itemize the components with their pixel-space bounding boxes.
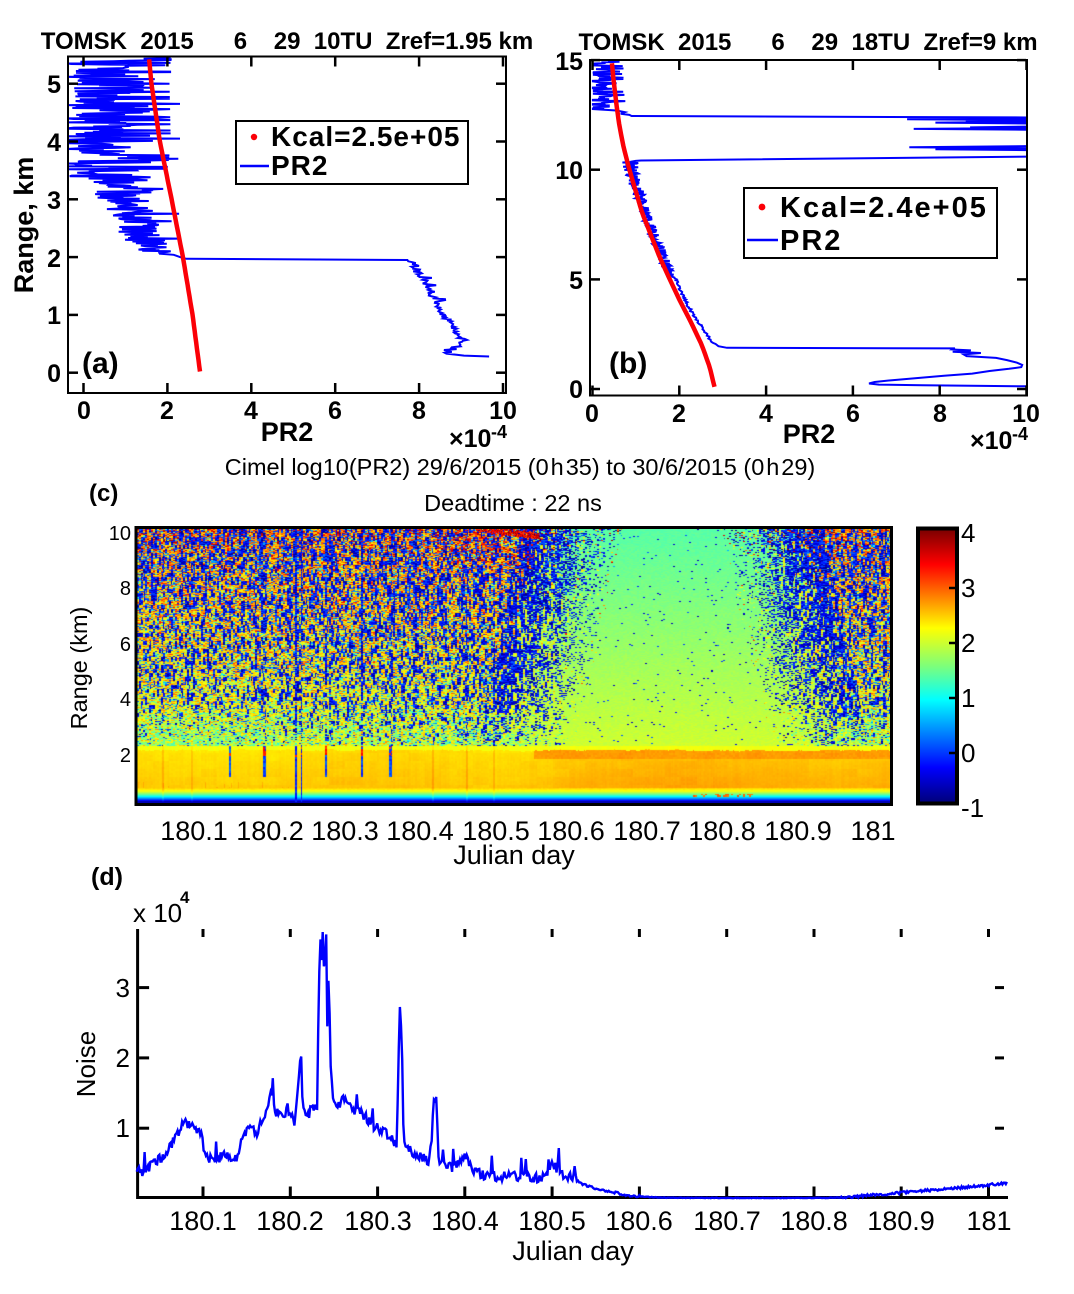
svg-text:-1: -1 (961, 793, 984, 823)
svg-text:Kcal=2.4e+05: Kcal=2.4e+05 (780, 192, 988, 224)
svg-text:180.4: 180.4 (386, 816, 454, 846)
svg-text:180.1: 180.1 (169, 1206, 237, 1236)
svg-text:Kcal=2.5e+05: Kcal=2.5e+05 (271, 121, 461, 152)
svg-text:2: 2 (961, 628, 975, 658)
svg-text:10: 10 (489, 397, 517, 425)
svg-text:PR2: PR2 (783, 419, 836, 449)
svg-text:4: 4 (120, 689, 131, 711)
svg-text:15: 15 (555, 48, 583, 76)
svg-text:180.5: 180.5 (518, 1206, 586, 1236)
svg-text:Deadtime : 22 ns: Deadtime : 22 ns (424, 490, 602, 516)
svg-text:×10: ×10 (970, 427, 1012, 455)
svg-text:4: 4 (47, 129, 61, 157)
svg-text:8: 8 (120, 578, 131, 600)
svg-text:x 10: x 10 (133, 898, 182, 928)
svg-text:1: 1 (116, 1113, 130, 1143)
svg-text:180.6: 180.6 (605, 1206, 673, 1236)
svg-text:0: 0 (569, 376, 583, 404)
svg-text:Julian day: Julian day (512, 1236, 634, 1266)
svg-text:Noise: Noise (71, 1031, 101, 1097)
svg-text:180.3: 180.3 (344, 1206, 412, 1236)
svg-text:-4: -4 (1012, 424, 1028, 444)
svg-text:181: 181 (850, 816, 895, 846)
svg-text:×10: ×10 (449, 425, 491, 453)
svg-text:Cimel log10(PR2) 29/6/2015 (0: Cimel log10(PR2) 29/6/2015 (0 h 35) to 3… (225, 454, 816, 480)
svg-text:180.4: 180.4 (431, 1206, 499, 1236)
svg-text:5: 5 (569, 267, 583, 295)
svg-text:Range (km): Range (km) (66, 607, 92, 730)
svg-text:180.2: 180.2 (256, 1206, 324, 1236)
svg-text:PR2: PR2 (780, 225, 842, 257)
svg-text:180.3: 180.3 (311, 816, 379, 846)
svg-text:4: 4 (759, 400, 773, 428)
svg-text:(a): (a) (82, 347, 119, 380)
svg-text:PR2: PR2 (261, 417, 314, 447)
svg-text:180.2: 180.2 (236, 816, 304, 846)
svg-text:180.1: 180.1 (160, 816, 228, 846)
svg-text:3: 3 (961, 573, 975, 603)
svg-text:2: 2 (160, 397, 174, 425)
svg-text:Julian day: Julian day (453, 840, 575, 870)
svg-text:Range, km: Range, km (9, 157, 39, 294)
svg-text:4: 4 (244, 397, 258, 425)
svg-text:180.7: 180.7 (613, 816, 681, 846)
svg-text:10: 10 (1012, 400, 1040, 428)
svg-text:PR2: PR2 (271, 150, 328, 181)
svg-text:6: 6 (846, 400, 860, 428)
svg-text:4: 4 (961, 518, 975, 548)
svg-text:0: 0 (585, 400, 599, 428)
svg-text:1: 1 (47, 302, 61, 330)
svg-text:0: 0 (47, 360, 61, 388)
svg-text:180.9: 180.9 (764, 816, 832, 846)
svg-text:180.7: 180.7 (693, 1206, 761, 1236)
svg-text:180.9: 180.9 (867, 1206, 935, 1236)
svg-text:180.6: 180.6 (537, 816, 605, 846)
svg-text:4: 4 (180, 888, 190, 907)
svg-text:6: 6 (120, 634, 131, 656)
svg-text:0: 0 (77, 397, 91, 425)
svg-text:(c): (c) (89, 480, 118, 507)
svg-text:181: 181 (966, 1206, 1011, 1236)
svg-text:180.8: 180.8 (780, 1206, 848, 1236)
svg-text:(d): (d) (91, 863, 123, 891)
svg-text:10: 10 (109, 523, 131, 545)
svg-text:6: 6 (328, 397, 342, 425)
svg-text:3: 3 (116, 973, 130, 1003)
svg-text:2: 2 (47, 245, 61, 273)
svg-text:-4: -4 (491, 422, 507, 442)
svg-text:8: 8 (933, 400, 947, 428)
svg-text:10: 10 (555, 157, 583, 185)
svg-text:2: 2 (120, 745, 131, 767)
svg-text:8: 8 (412, 397, 426, 425)
svg-text:1: 1 (961, 683, 975, 713)
svg-text:180.5: 180.5 (462, 816, 530, 846)
svg-text:2: 2 (116, 1043, 130, 1073)
svg-text:(b): (b) (609, 347, 647, 380)
svg-text:TOMSK 2015 6 29 18TU: TOMSK 2015 6 29 18TU Zref=9 km (578, 29, 1037, 56)
svg-text:3: 3 (47, 187, 61, 215)
svg-text:TOMSK 2015 6 29 10TU: TOMSK 2015 6 29 10TU Zref=1.95 km (41, 28, 533, 55)
svg-text:5: 5 (47, 71, 61, 99)
svg-text:2: 2 (672, 400, 686, 428)
svg-text:180.8: 180.8 (688, 816, 756, 846)
svg-text:0: 0 (961, 738, 975, 768)
